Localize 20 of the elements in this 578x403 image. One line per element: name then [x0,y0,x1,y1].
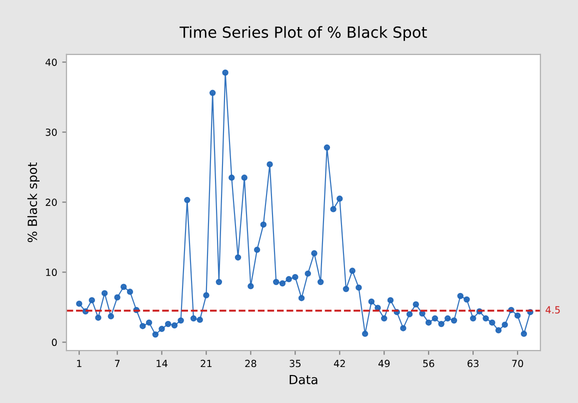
x-tick-label: 56 [423,360,434,368]
x-tick-label: 70 [512,360,524,368]
chart-title: Time Series Plot of % Black Spot [180,26,427,41]
x-tick-label: 21 [200,360,212,368]
x-tick-label: 42 [334,360,345,368]
y-tick-label: 40 [46,58,57,66]
x-tick-label: 7 [115,360,120,368]
y-axis-title: % Black spot [27,162,40,242]
x-tick-label: 35 [290,360,301,368]
x-tick-label: 14 [156,360,168,368]
x-tick-label: 63 [468,360,478,368]
x-tick-label: 49 [378,360,390,368]
y-tick-label: 0 [52,338,57,346]
ref-line-label: 4.5 [546,306,560,314]
x-tick-label: 28 [245,360,256,368]
y-tick-label: 10 [46,268,57,276]
x-axis-title: Data [290,374,318,384]
y-tick-label: 20 [46,198,57,206]
x-tick-label: 1 [77,360,82,368]
y-tick-label: 30 [46,128,57,136]
